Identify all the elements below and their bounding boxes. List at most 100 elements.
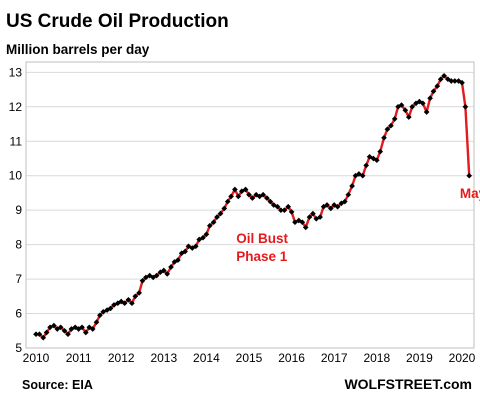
y-tick-label: 9 (15, 203, 22, 217)
data-point (82, 329, 89, 336)
data-point (302, 224, 309, 231)
may-label: May (460, 186, 480, 201)
x-tick-label: 2019 (406, 351, 433, 365)
data-point (466, 172, 473, 179)
oil-bust-label: Oil Bust (236, 231, 288, 246)
data-point (334, 203, 341, 210)
chart-subtitle: Million barrels per day (6, 42, 150, 57)
data-point (139, 277, 146, 284)
data-point (405, 114, 412, 120)
y-tick-label: 6 (15, 307, 22, 321)
data-point (381, 134, 387, 141)
data-point (221, 205, 228, 212)
x-axis-tick-labels: 2010 2011 2012 2013 2014 2015 2016 2017 2018 2019… (23, 351, 476, 365)
data-point (299, 219, 306, 226)
data-point (228, 193, 234, 200)
data-point (264, 195, 270, 201)
y-tick-label: 10 (9, 169, 23, 183)
y-tick-label: 7 (15, 272, 22, 286)
chart-title: US Crude Oil Production (6, 11, 229, 32)
data-point (65, 331, 71, 338)
data-point (121, 300, 128, 307)
data-point (281, 207, 288, 214)
y-tick-label: 12 (9, 100, 23, 114)
y-tick-label: 5 (15, 341, 22, 355)
x-tick-label: 2010 (23, 351, 50, 365)
data-point (317, 214, 323, 220)
data-point (200, 234, 206, 241)
y-tick-label: 11 (10, 134, 23, 148)
data-point (345, 191, 352, 198)
data-point (224, 198, 231, 205)
data-point (246, 191, 252, 198)
data-point (182, 248, 188, 255)
data-point (448, 78, 455, 84)
data-point (235, 193, 242, 200)
data-point (398, 102, 405, 108)
data-point (267, 198, 274, 205)
x-tick-label: 2016 (278, 351, 305, 365)
annotation-layer: Oil Bust Phase 1 May (236, 186, 480, 264)
data-point (430, 88, 437, 95)
data-point (437, 76, 444, 83)
data-point (459, 79, 465, 86)
data-point (423, 109, 430, 115)
data-point (306, 214, 313, 220)
data-point (427, 95, 433, 102)
data-point (341, 198, 348, 205)
data-point (164, 271, 171, 277)
y-tick-label: 13 (9, 65, 23, 79)
x-tick-label: 2013 (150, 351, 177, 365)
x-tick-label: 2020 (449, 351, 476, 365)
x-tick-label: 2011 (66, 351, 92, 365)
x-tick-label: 2017 (321, 351, 348, 365)
data-point (359, 172, 366, 179)
data-point (349, 183, 355, 189)
data-point (377, 148, 384, 155)
data-point (89, 326, 96, 332)
data-point (260, 191, 266, 198)
data-point (79, 324, 85, 331)
data-point (310, 210, 316, 217)
data-point (192, 243, 199, 250)
oil-bust-label: Phase 1 (236, 249, 288, 264)
data-point (434, 83, 441, 89)
data-point (242, 186, 249, 193)
data-point (391, 116, 398, 122)
data-point (214, 214, 220, 220)
data-point (363, 162, 370, 169)
data-point (107, 305, 114, 312)
brand-label: WOLFSTREET.com (344, 376, 472, 392)
data-point (373, 157, 380, 164)
data-point (249, 195, 256, 201)
source-note: Source: EIA (22, 378, 93, 392)
x-tick-label: 2014 (193, 351, 220, 365)
data-point (153, 272, 160, 279)
y-axis-tick-labels: 5 6 7 8 9 10 11 12 13 (9, 65, 23, 355)
data-point (327, 205, 334, 212)
y-tick-label: 8 (15, 238, 22, 252)
data-point (274, 203, 281, 210)
data-point (419, 100, 426, 107)
data-point (384, 126, 391, 133)
data-point (129, 300, 135, 307)
data-point (93, 319, 100, 326)
x-tick-label: 2012 (108, 351, 135, 365)
data-point (97, 312, 103, 319)
plot-border (25, 61, 475, 349)
data-point (324, 202, 330, 208)
data-point (168, 264, 174, 270)
data-point (402, 107, 409, 114)
data-point (206, 222, 213, 229)
data-point (285, 203, 292, 210)
data-point (132, 293, 139, 300)
data-point (203, 231, 210, 238)
data-point (441, 72, 447, 79)
data-point (462, 103, 469, 110)
x-tick-label: 2018 (363, 351, 390, 365)
data-point (451, 78, 458, 84)
data-point (175, 257, 181, 263)
data-point (160, 267, 167, 274)
